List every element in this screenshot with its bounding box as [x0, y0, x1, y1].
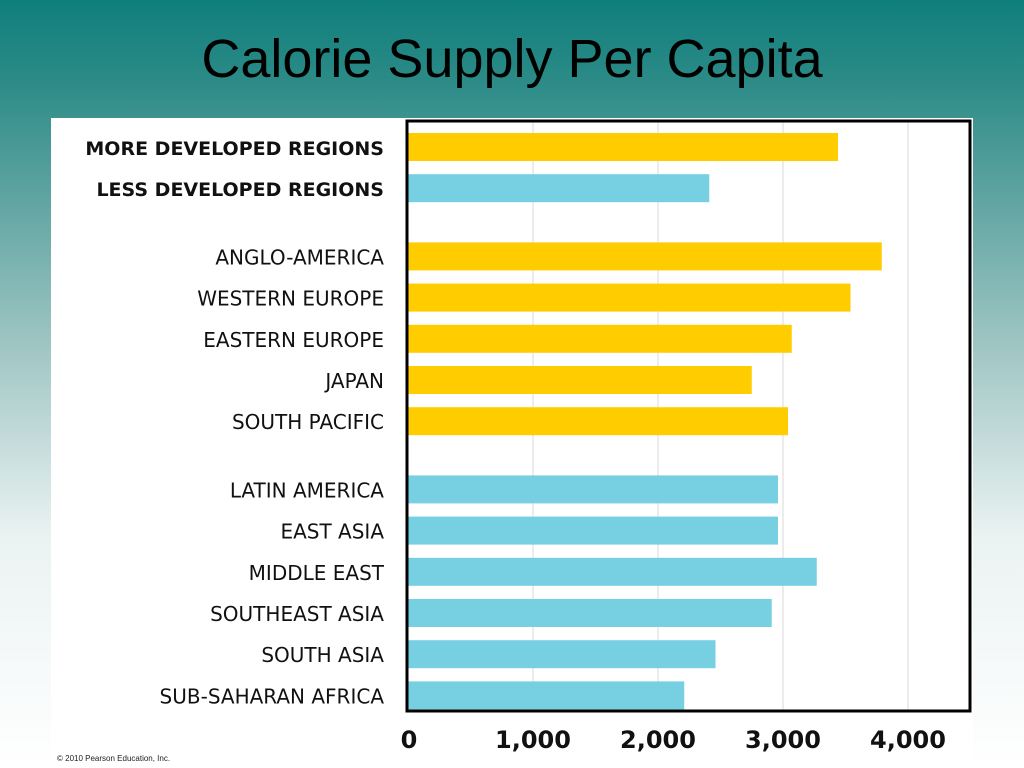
x-tick-label: 0	[401, 726, 418, 754]
category-label: SOUTH PACIFIC	[232, 410, 384, 434]
bar	[408, 407, 788, 436]
category-label: LESS DEVELOPED REGIONS	[96, 179, 384, 201]
x-tick-label: 1,000	[495, 726, 571, 754]
plot-frame	[405, 119, 972, 713]
bar	[408, 516, 778, 545]
bar	[408, 242, 882, 271]
category-label: SUB-SAHARAN AFRICA	[160, 684, 385, 708]
category-label: WESTERN EUROPE	[197, 287, 384, 311]
bar	[408, 324, 792, 353]
category-label: LATIN AMERICA	[230, 478, 384, 502]
bar	[408, 283, 851, 312]
category-label: EASTERN EUROPE	[203, 328, 384, 352]
bar	[408, 366, 752, 394]
slide-title: Calorie Supply Per Capita	[201, 29, 823, 89]
category-label: JAPAN	[323, 369, 384, 393]
bar	[408, 640, 716, 669]
bar	[408, 557, 817, 586]
category-label: SOUTHEAST ASIA	[210, 602, 384, 626]
category-label: EAST ASIA	[280, 520, 384, 544]
copyright-notice: © 2010 Pearson Education, Inc.	[57, 754, 171, 763]
category-label: MORE DEVELOPED REGIONS	[85, 138, 384, 160]
bar	[408, 133, 838, 161]
category-label: ANGLO-AMERICA	[215, 245, 384, 269]
category-label: SOUTH ASIA	[261, 643, 384, 667]
category-label: MIDDLE EAST	[249, 561, 385, 585]
x-tick-label: 3,000	[745, 726, 821, 754]
x-tick-label: 2,000	[620, 726, 696, 754]
x-tick-label: 4,000	[870, 726, 946, 754]
bar	[408, 475, 778, 504]
chart-panel: MORE DEVELOPED REGIONS LESS DEVELOPED REG…	[51, 118, 973, 768]
bar-chart: MORE DEVELOPED REGIONS LESS DEVELOPED REG…	[85, 119, 972, 754]
bar	[408, 599, 772, 627]
bar	[408, 681, 685, 710]
bar	[408, 174, 710, 203]
